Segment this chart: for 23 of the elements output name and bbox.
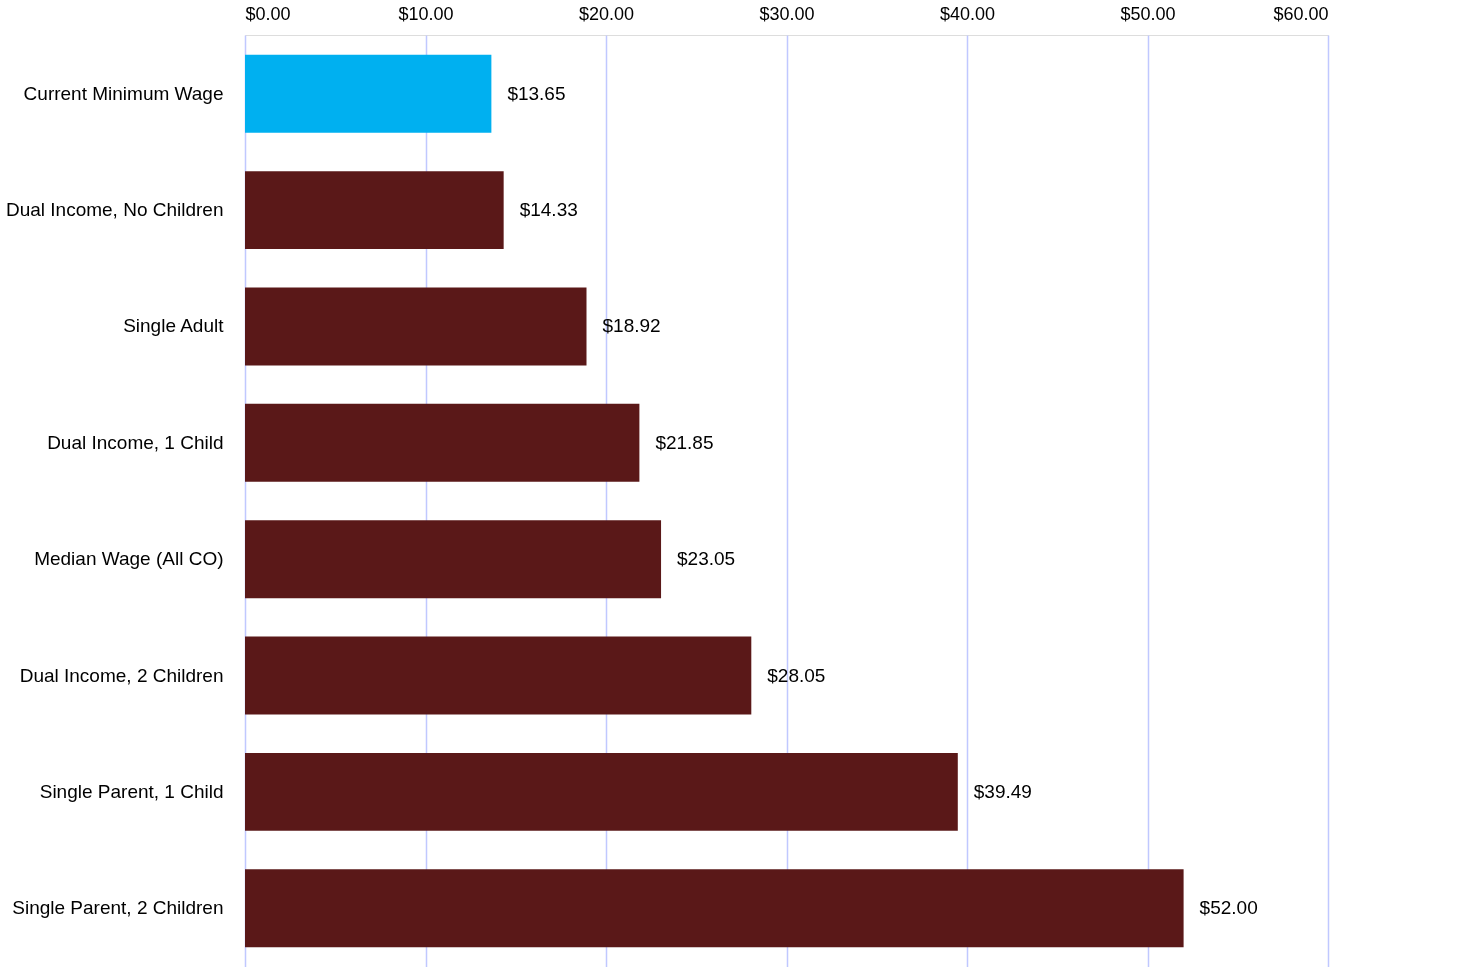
x-tick-label: $30.00 [759,3,815,24]
y-tick-label: Single Parent, 1 Child [39,780,224,802]
data-label: $21.85 [655,431,714,453]
y-tick-label: Single Parent, 2 Children [12,897,224,919]
y-tick-label: Dual Income, No Children [5,199,224,221]
x-tick-label: $50.00 [1120,3,1176,24]
y-tick-label: Median Wage (All CO) [34,548,224,570]
data-label: $13.65 [507,82,566,104]
data-label: $28.05 [767,664,826,686]
data-label: $14.33 [519,199,578,221]
y-tick-label: Dual Income, 1 Child [47,431,224,453]
data-label: $23.05 [677,548,736,570]
data-label: $18.92 [602,315,661,337]
x-tick-label: $40.00 [939,3,996,24]
x-tick-label: $10.00 [398,3,454,24]
data-label: $39.49 [973,780,1032,802]
x-tick-label: $60.00 [1273,3,1329,24]
y-tick-label: Dual Income, 2 Children [19,664,224,686]
x-tick-label: $0.00 [245,3,291,24]
data-label: $52.00 [1199,897,1258,919]
y-tick-label: Single Adult [123,315,225,337]
x-tick-label: $20.00 [578,3,635,24]
y-tick-label: Current Minimum Wage [23,82,224,104]
